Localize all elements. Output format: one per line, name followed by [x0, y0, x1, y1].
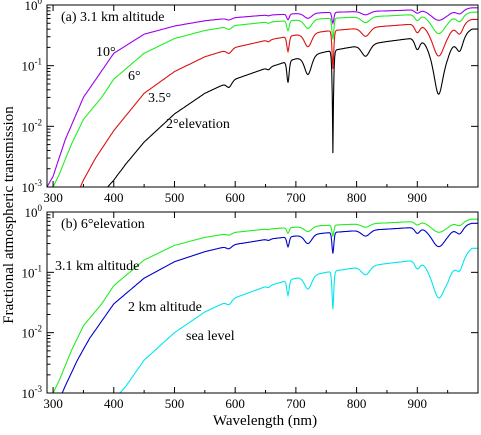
x-tick-label-b-300: 300: [43, 396, 63, 411]
y-tick-label-a-0: 10-3: [22, 178, 43, 195]
annotation-a-1: 10°: [96, 45, 116, 60]
annotation-b-2: 2 km altitude: [128, 300, 202, 315]
series-line-b-3: [119, 247, 478, 393]
x-tick-label-a-900: 900: [408, 190, 428, 205]
y-tick-label-a-1: 10-2: [22, 117, 43, 134]
annotation-a-3: 3.5°: [148, 91, 171, 106]
y-tick-label-b-3: 100: [25, 203, 43, 220]
series-line-a-1: [47, 7, 478, 187]
x-tick-label-b-700: 700: [286, 396, 306, 411]
plot-frame-a: [46, 4, 479, 188]
y-tick-label-b-0: 10-3: [22, 384, 43, 401]
x-axis-label: Wavelength (nm): [213, 413, 317, 429]
y-tick-label-b-2: 10-1: [22, 263, 43, 280]
series-line-a-4: [107, 28, 478, 187]
panel-label-a: (a) 3.1 km altitude: [61, 10, 164, 25]
annotation-a-4: 2°elevation: [166, 117, 230, 132]
y-axis-label: Fractional atmospheric transmission: [1, 106, 17, 324]
panel-label-b: (b) 6°elevation: [61, 217, 145, 232]
annotation-b-3: sea level: [186, 329, 235, 344]
x-tick-label-b-400: 400: [104, 396, 124, 411]
annotation-b-1: 3.1 km altitude: [55, 259, 139, 274]
annotation-a-2: 6°: [128, 69, 141, 84]
series-line-a-3: [79, 18, 478, 187]
panel-b: 300 400 500 600 700 800 900 10-3 10-2 10-1 100 (b) …: [22, 203, 479, 411]
x-tick-label-a-600: 600: [225, 190, 245, 205]
panel-a: 300 400 500 600 700 800 900 10-3 10-2 10-1 100 (a) …: [22, 0, 479, 205]
series-line-b-2: [61, 222, 478, 393]
plot-frame-b: [46, 211, 479, 394]
x-tick-label-a-700: 700: [286, 190, 306, 205]
x-tick-label-b-500: 500: [165, 396, 185, 411]
x-tick-label-b-600: 600: [225, 396, 245, 411]
x-tick-label-a-500: 500: [165, 190, 185, 205]
x-tick-label-a-400: 400: [104, 190, 124, 205]
y-tick-label-a-2: 10-1: [22, 57, 43, 74]
x-tick-label-b-800: 800: [347, 396, 367, 411]
x-tick-label-a-300: 300: [43, 190, 63, 205]
series-line-b-1: [52, 218, 478, 393]
y-tick-label-a-3: 100: [25, 0, 43, 13]
y-tick-label-b-1: 10-2: [22, 324, 43, 341]
x-tick-label-a-800: 800: [347, 190, 367, 205]
x-tick-label-b-900: 900: [408, 396, 428, 411]
series-line-a-2: [52, 11, 478, 187]
